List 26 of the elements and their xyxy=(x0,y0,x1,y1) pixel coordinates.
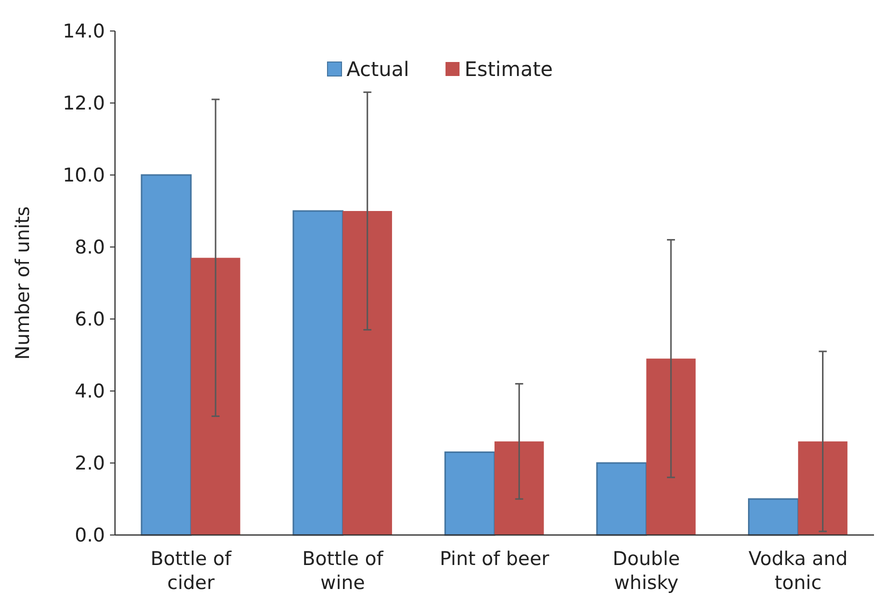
y-tick-label: 0.0 xyxy=(74,524,105,547)
x-tick-label: Double whisky xyxy=(612,548,680,594)
bar xyxy=(748,498,799,536)
x-tick-label: Pint of beer xyxy=(440,548,550,570)
y-tick-label: 12.0 xyxy=(62,92,105,115)
y-tick-label: 8.0 xyxy=(74,236,105,259)
legend-label: Estimate xyxy=(464,57,553,81)
x-tick-label: Bottle of wine xyxy=(302,548,384,594)
y-tick-label: 2.0 xyxy=(74,452,105,475)
y-tick-label: 14.0 xyxy=(62,20,105,43)
bar xyxy=(444,451,496,536)
bar xyxy=(596,462,648,536)
x-tick-label: Bottle of cider xyxy=(150,548,233,594)
y-tick-label: 10.0 xyxy=(62,164,105,187)
bar xyxy=(342,211,392,535)
legend-label: Actual xyxy=(346,57,410,81)
y-tick-label: 6.0 xyxy=(74,308,105,331)
bar xyxy=(494,441,544,535)
y-tick-label: 4.0 xyxy=(74,380,105,403)
bar xyxy=(646,358,696,535)
bar xyxy=(190,258,240,535)
bar xyxy=(798,441,848,535)
x-tick-label: Vodka and tonic xyxy=(748,548,848,594)
y-axis-title: Number of units xyxy=(12,206,34,360)
bar xyxy=(140,174,192,536)
bar xyxy=(292,210,344,536)
